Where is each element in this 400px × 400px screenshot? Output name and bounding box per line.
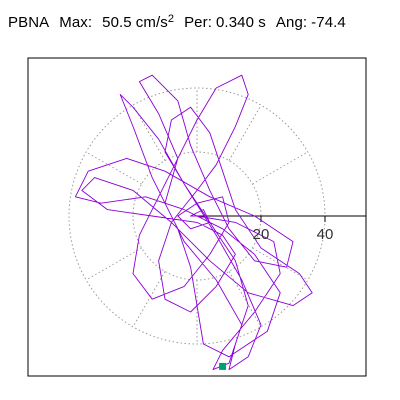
plot-frame [27,57,367,377]
trace-line [74,74,313,371]
station-code: PBNA [8,14,50,31]
grid-spoke [252,247,309,281]
grid-spoke [85,151,142,185]
grid-spoke [228,104,262,161]
per-value: 0.340 s [215,14,266,31]
grid-spoke [252,151,309,185]
tick-label: 40 [317,226,334,243]
max-label: Max: [59,14,93,31]
grid-spoke [228,271,262,328]
tick-label: 20 [253,226,270,243]
chart-title: PBNA Max: 50.5 cm/s2 Per: 0.340 s Ang: -74.4 [8,13,346,31]
ang-value: -74.4 [311,14,346,31]
end-point-marker [219,362,227,370]
end-marker [219,362,227,370]
grid-spoke [85,247,142,281]
tick-labels: 20 40 [253,226,334,243]
max-unit-exponent: 2 [167,13,175,25]
motion-trace [74,74,313,371]
x-axis [197,215,366,222]
max-value: 50.5 [102,14,132,31]
per-label: Per: [184,14,212,31]
max-unit: cm/s [135,14,168,31]
grid-spoke [132,271,166,328]
ang-label: Ang: [275,14,308,31]
